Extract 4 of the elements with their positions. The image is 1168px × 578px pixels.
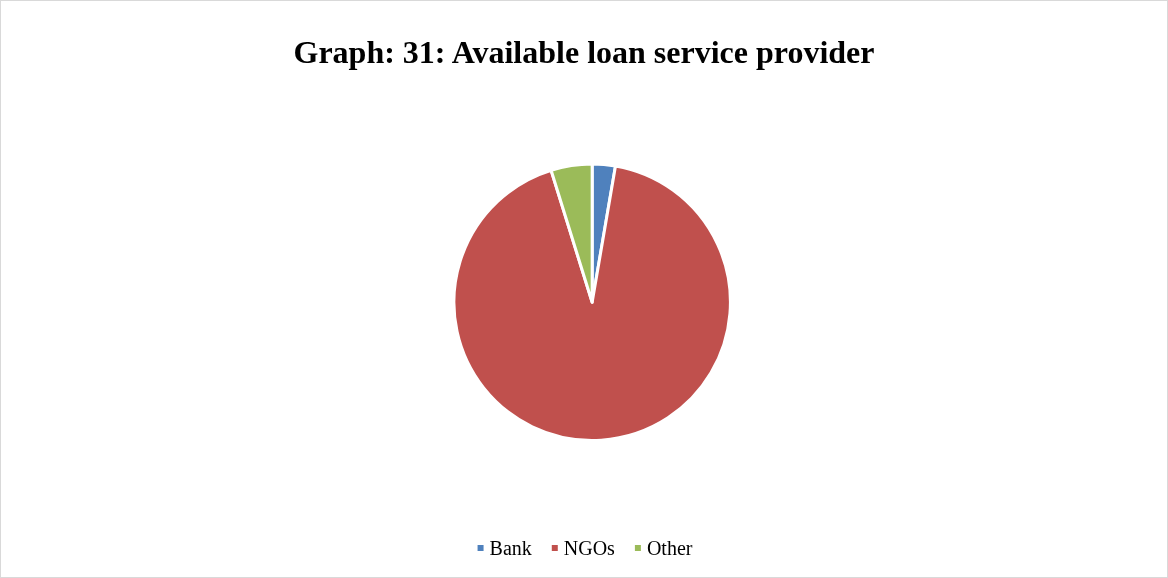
legend-label: Other bbox=[646, 537, 693, 559]
legend-label: NGOs bbox=[563, 537, 616, 559]
legend-label: Bank bbox=[489, 537, 532, 559]
chart-title: Graph: 31: Available loan service provider bbox=[293, 34, 875, 70]
